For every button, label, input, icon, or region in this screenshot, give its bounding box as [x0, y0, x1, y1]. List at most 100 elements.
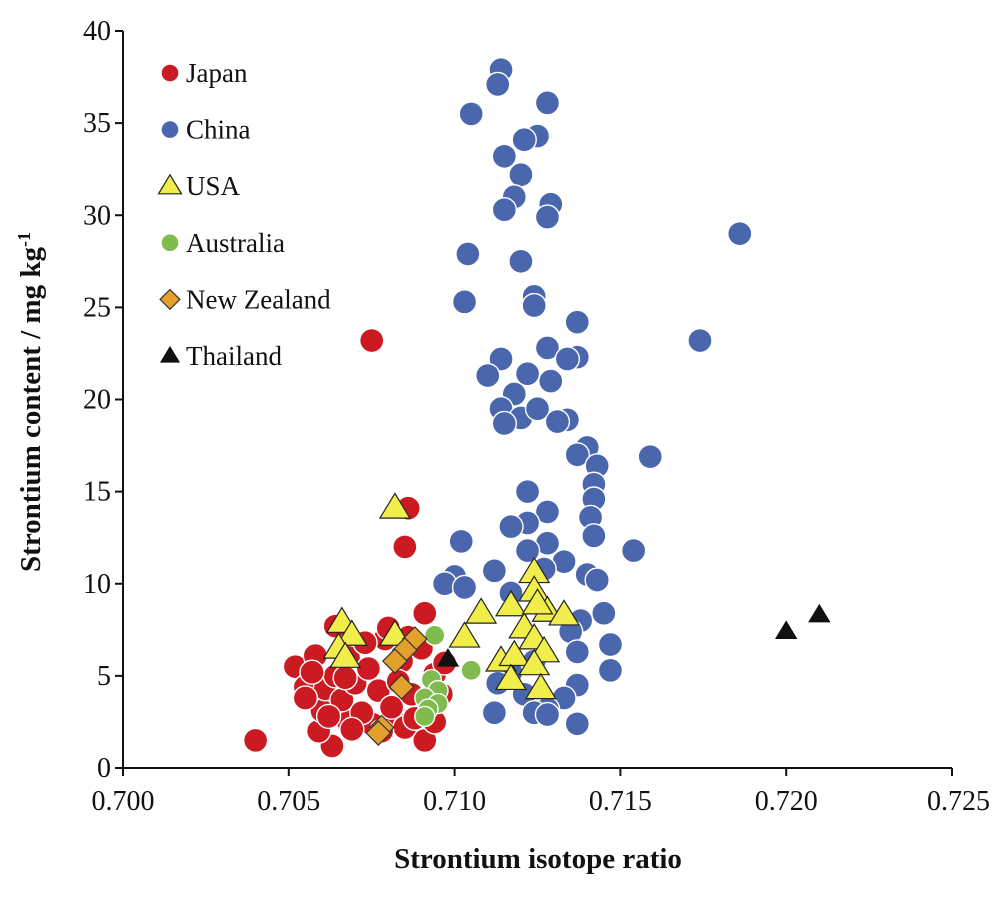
data-point: [412, 600, 438, 626]
data-point: [591, 600, 617, 626]
data-point: [481, 558, 508, 584]
data-point: [808, 603, 831, 623]
data-point: [534, 90, 561, 116]
data-point: [242, 727, 269, 754]
data-point: [292, 685, 319, 711]
data-point: [498, 639, 531, 667]
data-point: [521, 292, 547, 319]
data-point: [355, 655, 382, 682]
data-point: [339, 716, 365, 743]
x-axis-title: Strontium isotope ratio: [394, 843, 682, 875]
data-point: [524, 672, 557, 700]
data-point: [488, 346, 514, 372]
legend-label: New Zealand: [186, 284, 331, 314]
y-tick-label: 30: [83, 200, 111, 231]
data-point: [521, 588, 554, 615]
data-point: [524, 396, 551, 422]
data-point: [465, 597, 498, 624]
legend-marker-thailand: [159, 345, 181, 363]
data-point: [455, 241, 481, 267]
y-tick-label: 40: [83, 16, 111, 47]
data-point: [534, 701, 561, 728]
series-australia: [414, 624, 482, 728]
x-tick-label: 0.710: [423, 786, 486, 817]
y-tick-label: 0: [97, 753, 111, 784]
data-point: [508, 162, 534, 188]
data-point: [518, 648, 551, 676]
legend-label: USA: [186, 171, 241, 201]
y-tick-label: 5: [97, 661, 111, 692]
data-point: [448, 528, 474, 555]
data-point: [494, 589, 527, 617]
series-china: [431, 56, 753, 737]
x-tick-label: 0.705: [257, 786, 320, 817]
data-point: [378, 694, 405, 720]
data-point: [687, 327, 713, 354]
data-point: [460, 659, 482, 682]
data-point: [564, 639, 590, 665]
data-point: [451, 289, 478, 315]
data-point: [564, 442, 590, 468]
series-new-zealand: [365, 626, 428, 746]
data-point: [534, 335, 561, 361]
data-point: [491, 143, 518, 169]
data-point: [359, 327, 385, 354]
data-point: [378, 492, 411, 519]
y-tick-label: 10: [83, 569, 111, 600]
data-point: [448, 621, 481, 648]
data-point: [554, 346, 581, 372]
data-point: [774, 620, 798, 639]
series-thailand: [436, 603, 831, 667]
data-point: [508, 248, 534, 275]
data-marks: [242, 56, 831, 759]
y-axis-title: Strontium content / mg kg-1: [14, 232, 47, 572]
legend-label: Australia: [186, 228, 285, 258]
data-point: [329, 641, 362, 668]
data-point: [381, 648, 408, 675]
data-point: [392, 534, 418, 560]
data-point: [458, 101, 484, 127]
x-tick-label: 0.715: [589, 786, 652, 817]
legend: Japan China USA Australia New Zealand Thailan…: [157, 58, 331, 371]
legend-marker-japan: [160, 63, 180, 83]
legend-marker-new-zealand: [159, 288, 181, 311]
y-axis-title-superscript: -1: [14, 232, 34, 247]
data-point: [494, 663, 527, 691]
data-point: [315, 703, 342, 730]
data-point: [514, 361, 541, 387]
data-point: [491, 410, 518, 437]
data-point: [637, 443, 663, 470]
x-tick-label: 0.725: [927, 786, 990, 817]
data-point: [564, 309, 590, 335]
legend-marker-china: [160, 119, 180, 140]
data-point: [727, 220, 753, 247]
data-point: [414, 705, 436, 728]
legend-label: Thailand: [186, 341, 282, 371]
data-point: [534, 499, 561, 525]
data-point: [544, 408, 571, 435]
data-point: [299, 659, 325, 685]
legend-label: China: [186, 115, 251, 145]
data-point: [335, 619, 368, 646]
y-tick-label: 25: [83, 292, 111, 323]
data-point: [514, 478, 541, 505]
data-point: [332, 665, 358, 691]
data-point: [538, 368, 564, 394]
data-point: [475, 362, 501, 389]
data-point: [548, 599, 581, 626]
data-point: [388, 673, 415, 700]
series-usa: [322, 492, 581, 700]
data-point: [424, 624, 446, 647]
data-point: [597, 657, 624, 684]
y-tick-label: 20: [83, 385, 111, 416]
legend-marker-usa: [157, 173, 183, 195]
data-point: [481, 700, 508, 726]
data-point: [511, 127, 537, 153]
data-point: [597, 631, 624, 658]
data-point: [491, 197, 518, 223]
data-point: [498, 513, 524, 540]
data-point: [451, 574, 478, 601]
legend-label: Japan: [186, 58, 248, 88]
data-point: [620, 537, 647, 564]
